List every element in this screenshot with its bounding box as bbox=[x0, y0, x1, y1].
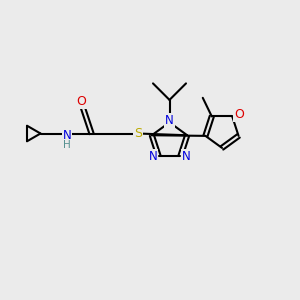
Text: N: N bbox=[149, 149, 158, 163]
Text: N: N bbox=[62, 129, 71, 142]
Text: O: O bbox=[234, 108, 244, 122]
Text: S: S bbox=[134, 127, 142, 140]
Text: N: N bbox=[165, 114, 174, 128]
Text: H: H bbox=[63, 140, 71, 150]
Text: O: O bbox=[76, 94, 86, 108]
Text: N: N bbox=[182, 149, 190, 163]
